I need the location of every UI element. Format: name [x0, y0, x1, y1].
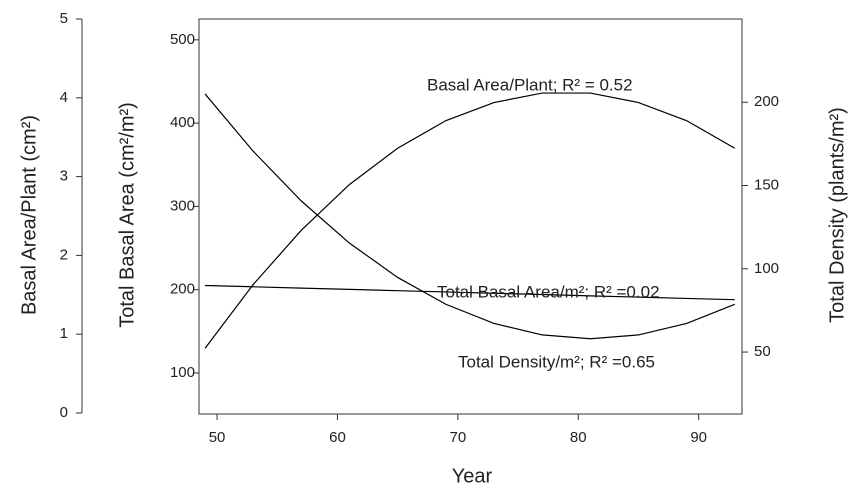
y-tick-label: 5 — [60, 10, 68, 27]
y3-tick-label: 200 — [754, 93, 779, 110]
y2-tick-label: 100 — [170, 364, 195, 381]
x-tick-label: 70 — [450, 429, 467, 446]
y2-axis-label: Total Basal Area (cm²/m²) — [116, 102, 138, 328]
x-tick-label: 60 — [329, 429, 346, 446]
y2-tick-label: 500 — [170, 31, 195, 48]
y3-axis-label: Total Density (plants/m²) — [826, 107, 848, 323]
y3-tick-label: 150 — [754, 176, 779, 193]
annotation: Total Basal Area/m²; R² =0.02 — [437, 282, 660, 301]
x-tick-label: 90 — [690, 429, 707, 446]
y2-tick-label: 300 — [170, 197, 195, 214]
y-tick-label: 3 — [60, 168, 68, 185]
y-tick-label: 1 — [60, 325, 68, 342]
x-tick-label: 50 — [209, 429, 226, 446]
y-tick-label: 2 — [60, 246, 68, 263]
series-line — [204, 92, 736, 349]
y3-tick-label: 100 — [754, 260, 779, 277]
series-line — [204, 93, 735, 340]
y-tick-label: 4 — [60, 89, 68, 106]
series-line — [205, 284, 735, 301]
y3-tick-label: 50 — [754, 343, 771, 360]
y2-tick-label: 200 — [170, 281, 195, 298]
plot-frame — [198, 18, 743, 415]
annotation: Basal Area/Plant; R² = 0.52 — [427, 75, 633, 94]
y-axis-label: Basal Area/Plant (cm²) — [18, 115, 40, 315]
x-tick-label: 80 — [570, 429, 587, 446]
y2-tick-label: 400 — [170, 114, 195, 131]
annotation: Total Density/m²; R² =0.65 — [458, 352, 655, 371]
x-axis-label: Year — [452, 465, 493, 487]
y-tick-label: 0 — [60, 404, 68, 421]
